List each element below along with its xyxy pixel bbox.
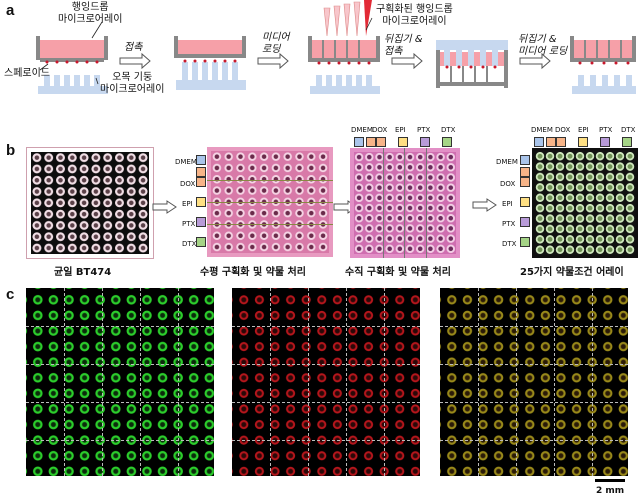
swatch-dox-g-row-1 xyxy=(520,167,530,177)
drug-label-dtx-h: DTX xyxy=(182,240,197,248)
swatch-dtx-g-row xyxy=(520,237,530,247)
swatch-ptx-v xyxy=(420,137,430,147)
swatch-dox-h-2 xyxy=(196,177,206,187)
swatch-dox-g-col-2 xyxy=(556,137,566,147)
compartment-array-label: 구획화된 행잉드롭 마이크로어레이 xyxy=(376,4,453,27)
swatch-dmem-v xyxy=(354,137,364,147)
swatch-dox-h-1 xyxy=(196,167,206,177)
fluorescence-green-image xyxy=(26,288,214,476)
drug-label-dox-h: DOX xyxy=(180,180,196,188)
swatch-dtx-g-col xyxy=(622,137,632,147)
compartment-device xyxy=(308,0,380,94)
swatch-dmem-g-col xyxy=(534,137,544,147)
drug-label-dtx-g-row: DTX xyxy=(502,240,517,248)
drug-label-dox-g-row: DOX xyxy=(500,180,516,188)
caption-vertical: 수직 구획화 및 약물 처리 xyxy=(345,267,451,278)
drug-label-dtx-v: DTX xyxy=(441,126,456,134)
swatch-epi-g-row xyxy=(520,197,530,207)
swatch-epi-g-col xyxy=(578,137,588,147)
drug-label-dmem-v: DMEM xyxy=(351,126,373,134)
drug-label-dmem-h: DMEM xyxy=(175,158,197,166)
arrow-b3 xyxy=(472,198,497,212)
uniform-plate-wells xyxy=(31,152,149,254)
panel-label-a: a xyxy=(6,2,15,19)
fluorescence-merged-image xyxy=(440,288,628,476)
swatch-dmem-h xyxy=(196,155,206,165)
panel-label-c: c xyxy=(6,286,15,303)
inverted-device xyxy=(436,40,508,88)
swatch-dox-v-2 xyxy=(376,137,386,147)
drug-condition-wells xyxy=(535,151,635,255)
step-contact-label: 접촉 xyxy=(124,42,143,53)
spheroid-label: 스페로이드 xyxy=(4,68,50,79)
horizontal-plate xyxy=(207,147,333,257)
drug-label-dox-v: DOX xyxy=(372,126,388,134)
caption-horizontal: 수평 구획화 및 약물 처리 xyxy=(200,267,306,278)
step-flip-contact-label: 뒤집기 & 접촉 xyxy=(384,34,423,57)
caption-uniform: 균일 BT474 xyxy=(54,267,112,278)
drug-label-ptx-g-row: PTX xyxy=(502,220,516,228)
swatch-ptx-h xyxy=(196,217,206,227)
drug-label-epi-g-row: EPI xyxy=(502,200,513,208)
swatch-epi-v xyxy=(398,137,408,147)
final-device xyxy=(570,36,636,94)
swatch-dtx-v xyxy=(442,137,452,147)
swatch-dmem-g-row xyxy=(520,155,530,165)
panel-label-b: b xyxy=(6,142,16,159)
vertical-plate xyxy=(350,148,460,258)
hanging-drop-device-1 xyxy=(36,36,108,64)
caption-25-conditions: 25가지 약물조건 어레이 xyxy=(520,267,624,278)
swatch-ptx-g-row xyxy=(520,217,530,227)
fluorescence-red-image xyxy=(232,288,420,476)
drug-label-epi-h: EPI xyxy=(182,200,193,208)
drug-label-epi-v: EPI xyxy=(395,126,406,134)
swatch-dox-g-col-1 xyxy=(546,137,556,147)
scale-bar-label: 2 mm xyxy=(596,486,625,496)
panel-a-schematic xyxy=(36,0,636,94)
drug-label-ptx-h: PTX xyxy=(182,220,196,228)
step-media-loading-label: 미디어 로딩 xyxy=(262,32,290,55)
swatch-epi-h xyxy=(196,197,206,207)
swatch-dtx-h xyxy=(196,237,206,247)
arrow-b1 xyxy=(152,200,177,214)
hanging-drop-array-label: 행잉드롭 마이크로어레이 xyxy=(58,2,123,25)
drug-label-ptx-g-col: PTX xyxy=(599,126,613,134)
drug-label-dmem-g-row: DMEM xyxy=(496,158,518,166)
drug-label-epi-g-col: EPI xyxy=(578,126,589,134)
swatch-dox-v-1 xyxy=(366,137,376,147)
scale-bar xyxy=(595,479,625,482)
drug-label-dox-g-col: DOX xyxy=(555,126,571,134)
drug-label-dmem-g-col: DMEM xyxy=(531,126,553,134)
drug-label-ptx-v: PTX xyxy=(417,126,431,134)
swatch-ptx-g-col xyxy=(600,137,610,147)
pillar-array-label: 오목 기둥 마이크로어레이 xyxy=(100,72,165,95)
drug-condition-plate xyxy=(532,148,638,258)
step-flip-media-label: 뒤집기 & 미디어 로딩 xyxy=(518,34,568,57)
drug-label-dtx-g-col: DTX xyxy=(621,126,636,134)
vertical-plate-wells xyxy=(354,152,456,254)
uniform-plate xyxy=(26,147,154,259)
swatch-dox-g-row-2 xyxy=(520,177,530,187)
hanging-drop-device-2 xyxy=(174,36,246,90)
